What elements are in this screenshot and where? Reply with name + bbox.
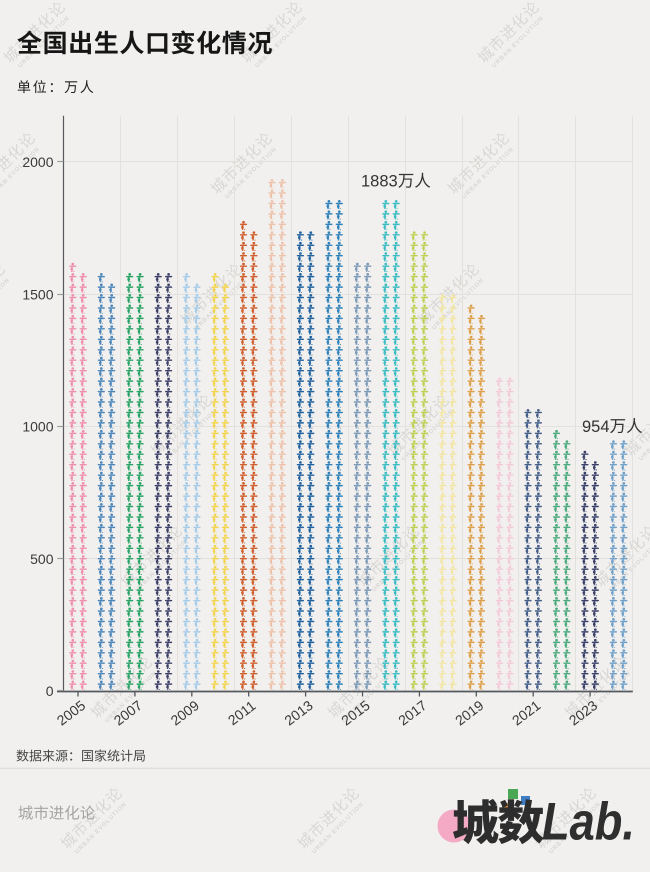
svg-text:500: 500: [30, 551, 54, 567]
svg-text:954: 954: [582, 418, 610, 436]
svg-text:1000: 1000: [22, 419, 53, 435]
svg-text:2000: 2000: [22, 154, 53, 170]
svg-text:0: 0: [46, 683, 54, 699]
svg-text:1883: 1883: [361, 173, 398, 191]
svg-text:Lab.: Lab.: [542, 793, 635, 852]
svg-text:1500: 1500: [22, 286, 53, 302]
